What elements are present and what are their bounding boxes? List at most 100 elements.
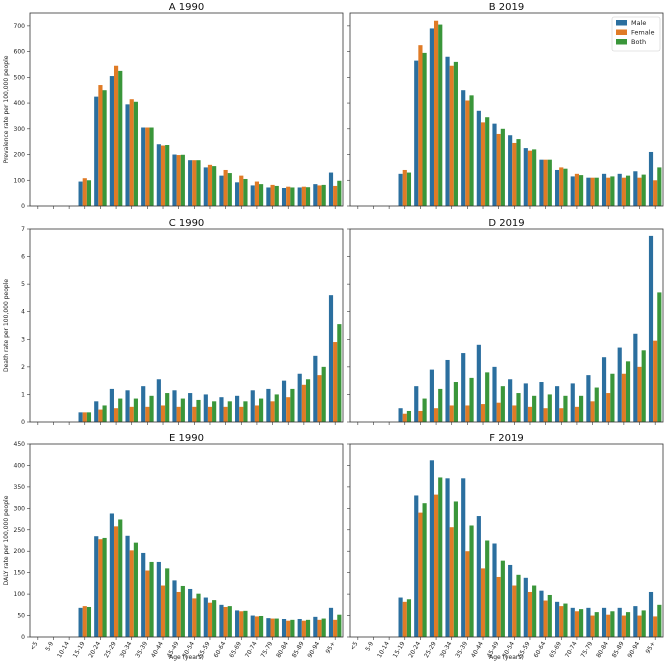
bar-male [617,173,622,206]
bar-female [653,340,658,422]
bar-both [532,585,537,637]
bar-male [109,76,114,206]
bar-both [274,618,279,637]
bar-male [570,607,575,637]
legend-label-female: Female [631,29,655,37]
y-tick-label: 100 [14,177,26,184]
bar-male [633,606,638,637]
bar-female [449,405,454,422]
bar-male [266,388,271,422]
bar-both [337,614,342,637]
bar-female [129,550,134,637]
bar-male [429,369,434,422]
bar-male [235,610,240,637]
bar-male [555,386,560,422]
bar-male [141,386,146,422]
bar-female [223,606,228,637]
bar-male [219,604,224,637]
x-axis-label: Age (years) [169,654,204,661]
bar-male [219,175,224,206]
bar-both [290,187,295,206]
bar-female [433,494,439,637]
bar-both [227,173,232,206]
bar-male [508,135,513,206]
bar-male [78,607,83,637]
bar-both [227,401,232,422]
bar-both [180,154,185,206]
bar-female [286,620,291,637]
bar-female [113,526,119,637]
bar-both [422,398,427,422]
bar-male [219,397,224,422]
bar-male [156,144,161,206]
bar-male [617,347,622,422]
bar-both [657,167,662,206]
bar-female [333,185,338,206]
bar-male [141,552,146,637]
bar-female [653,180,658,206]
bar-male [429,460,434,637]
bar-both [102,90,107,206]
bar-male [328,607,334,637]
bar-male [203,597,208,637]
bar-male [523,383,528,422]
bar-female [301,384,306,422]
bar-female [239,406,244,422]
bar-male [429,28,434,206]
bar-female [402,413,407,422]
x-tick-label: 90-94 [306,640,321,659]
y-tick-label: 350 [14,484,26,491]
bar-female [433,408,439,422]
bar-both [243,610,248,637]
bar-male [78,181,83,206]
y-tick-label: 450 [14,441,26,448]
bar-male [414,386,419,422]
bar-male [570,176,575,206]
bar-female [465,405,470,422]
bar-male [188,588,193,637]
plot-frame [29,12,344,207]
bar-male [328,295,334,422]
bar-female [160,585,166,637]
y-tick-label: 700 [14,23,26,30]
bar-female [574,173,580,206]
x-tick-label: 75-79 [260,640,275,659]
y-tick-label: 0 [21,634,25,641]
bar-both [547,594,552,637]
bar-female [82,178,87,206]
bar-both [305,619,311,637]
bar-both [641,350,646,422]
bar-both [305,187,311,206]
bar-female [621,615,626,637]
bar-male [648,591,654,637]
bar-both [610,373,615,422]
bar-male [476,110,481,206]
bar-female [543,600,548,637]
bar-male [601,173,607,206]
bar-female [606,393,611,422]
bar-both [469,377,474,422]
bar-male [476,516,481,637]
x-tick-label: 85-89 [291,640,306,659]
bar-both [149,561,154,637]
bar-both [337,180,342,206]
bar-both [102,537,107,637]
bar-male [266,187,271,206]
x-tick-label: 95+ [325,641,337,655]
plot-frame [29,443,344,638]
bar-both [406,410,412,422]
y-tick-label: 600 [14,49,26,56]
legend-label-male: Male [631,19,646,27]
bar-female [543,159,548,206]
bar-both [657,604,662,637]
x-tick-label: 70-74 [564,640,579,659]
bar-female [637,615,642,637]
bar-male [156,379,161,422]
bar-male [125,535,130,637]
bar-both [625,361,631,422]
y-tick-label: 50 [17,613,25,620]
y-tick-label: 300 [14,505,26,512]
bar-female [98,539,103,637]
bar-male [461,353,466,422]
